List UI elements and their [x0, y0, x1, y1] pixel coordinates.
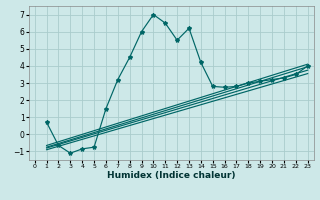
X-axis label: Humidex (Indice chaleur): Humidex (Indice chaleur): [107, 171, 236, 180]
